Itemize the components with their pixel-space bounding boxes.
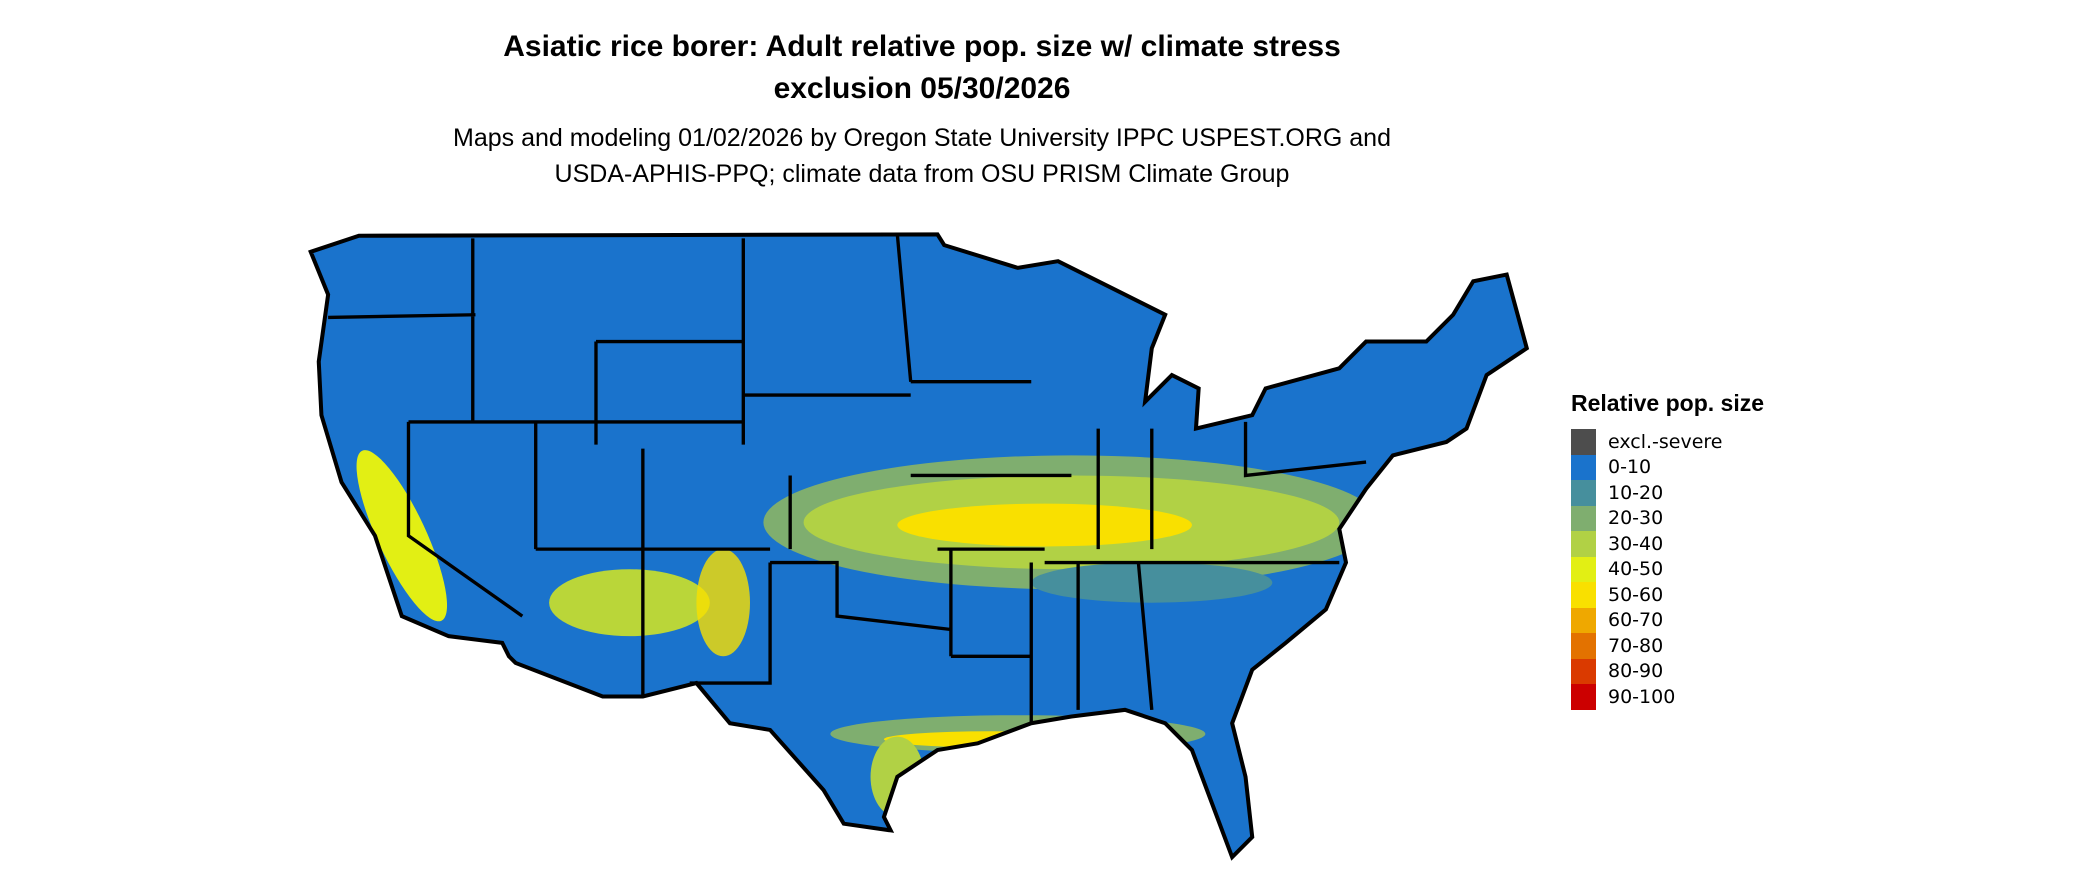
legend-swatch [1571,658,1596,684]
legend-swatch [1571,480,1596,506]
legend-swatch [1571,531,1596,557]
legend-item: 20-30 [1571,505,1764,531]
legend-item: 90-100 [1571,684,1764,710]
state-boundaries [308,232,1530,861]
legend-item: 30-40 [1571,531,1764,557]
legend-item: 0-10 [1571,454,1764,480]
legend-swatch [1571,582,1596,608]
legend-title: Relative pop. size [1571,390,1765,416]
legend-label: 0-10 [1608,456,1652,479]
legend-label: 60-70 [1608,609,1664,632]
zone-tennessee-10-20 [1031,562,1273,603]
legend-label: excl.-severe [1608,430,1723,453]
zone-southwest [549,569,710,637]
legend-swatch [1571,556,1596,582]
map-subtitle-line1: Maps and modeling 01/02/2026 by Oregon S… [453,124,1391,152]
map-title-line1: Asiatic rice borer: Adult relative pop. … [503,30,1341,63]
legend-label: 90-100 [1608,685,1676,708]
legend-swatch [1571,505,1596,531]
legend: Relative pop. size excl.-severe 0-10 10-20… [1571,390,1764,710]
legend-swatch [1571,684,1596,710]
legend-swatch [1571,607,1596,633]
map-subtitle-line2: USDA-APHIS-PPQ; climate data from OSU PR… [554,160,1290,188]
map-subtitle: Maps and modeling 01/02/2026 by Oregon S… [0,120,1844,192]
map-title: Asiatic rice borer: Adult relative pop. … [0,26,1844,110]
legend-label: 80-90 [1608,660,1664,683]
legend-label: 70-80 [1608,634,1664,657]
legend-item: 50-60 [1571,582,1764,608]
legend-item: 40-50 [1571,556,1764,582]
legend-swatch [1571,429,1596,455]
zone-california-valley [356,450,448,622]
legend-item: excl.-severe [1571,429,1764,455]
legend-swatch [1571,633,1596,659]
legend-item: 70-80 [1571,633,1764,659]
zone-central-50-60 [897,503,1192,547]
legend-swatch [1571,454,1596,480]
legend-label: 10-20 [1608,481,1664,504]
map-title-line2: exclusion 05/30/2026 [773,72,1071,105]
legend-item: 60-70 [1571,607,1764,633]
legend-item: 80-90 [1571,658,1764,684]
legend-label: 20-30 [1608,507,1664,530]
legend-label: 30-40 [1608,532,1664,555]
legend-label: 40-50 [1608,558,1664,581]
legend-item: 10-20 [1571,480,1764,506]
zone-new-mexico [696,549,750,657]
legend-label: 50-60 [1608,583,1664,606]
